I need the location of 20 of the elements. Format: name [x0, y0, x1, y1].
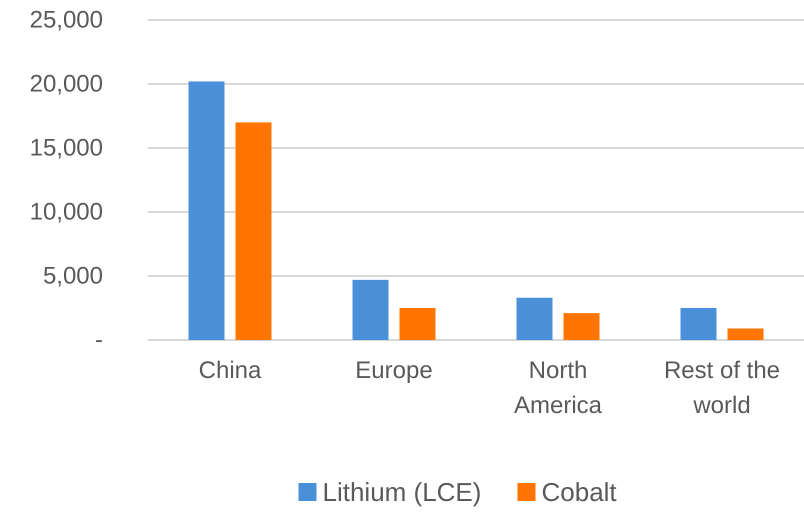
bar	[564, 313, 600, 340]
x-tick-label: China	[198, 357, 262, 384]
x-tick-label: Europe	[355, 357, 433, 384]
y-tick-label: -	[95, 326, 103, 354]
y-tick-label: 25,000	[30, 6, 103, 34]
bar	[728, 328, 764, 340]
bar	[516, 298, 552, 340]
y-tick-label: 10,000	[30, 198, 103, 226]
x-tick-label: North America	[514, 357, 603, 419]
legend-label: Cobalt	[542, 477, 618, 507]
y-tick-label: 15,000	[30, 134, 103, 162]
bar	[400, 308, 436, 340]
y-tick-label: 20,000	[30, 70, 103, 98]
legend-label: Lithium (LCE)	[322, 477, 482, 507]
y-tick-label: 5,000	[42, 262, 103, 290]
bar	[680, 308, 716, 340]
bar	[352, 280, 388, 340]
bar	[188, 81, 224, 340]
bar	[236, 122, 272, 340]
x-tick-label: Rest of the world	[664, 357, 780, 419]
